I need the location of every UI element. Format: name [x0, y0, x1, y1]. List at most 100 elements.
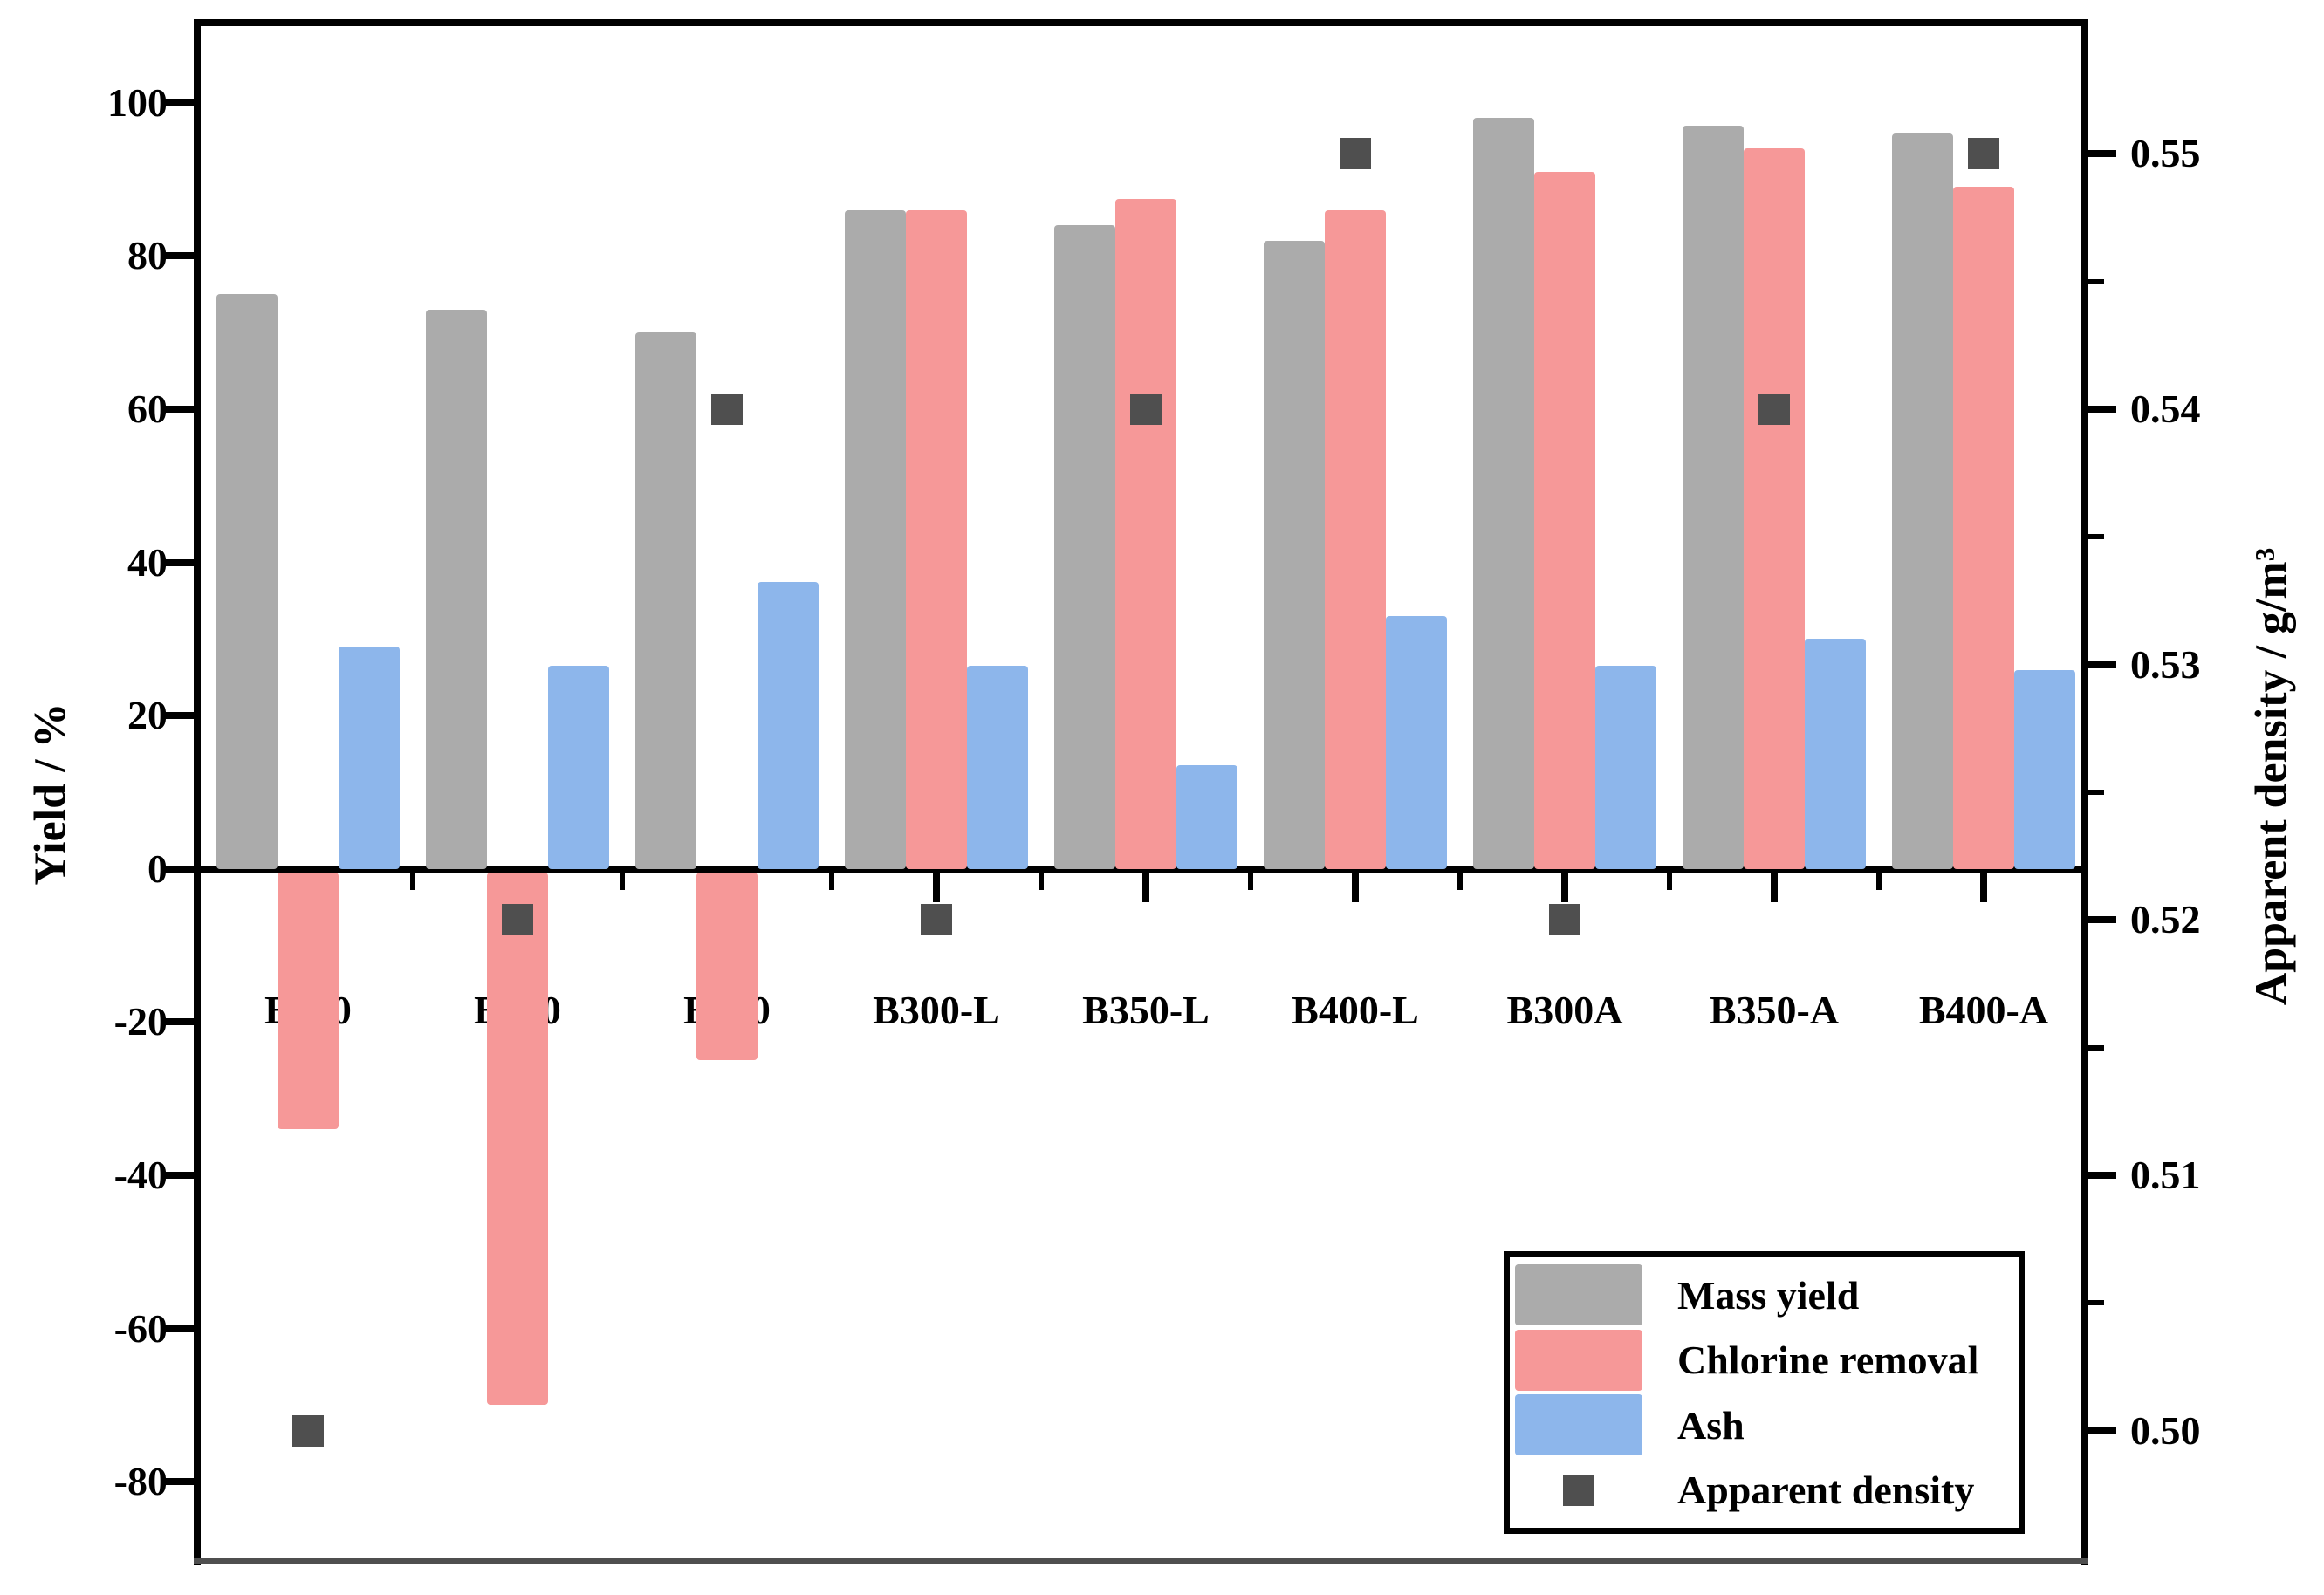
category-label: B300A: [1506, 987, 1623, 1032]
x-axis-major-tick: [1142, 872, 1149, 902]
right-axis-tick-label: 0.52: [2130, 897, 2201, 942]
right-axis-major-tick: [2088, 916, 2116, 924]
plot-frame-top: [194, 19, 2088, 26]
category-label: B400-L: [1292, 987, 1419, 1032]
legend-label-chlorine-removal: Chlorine removal: [1677, 1338, 1979, 1383]
right-axis-major-tick: [2088, 150, 2116, 158]
bar-mass-yield-B400-A: [1892, 133, 1953, 869]
right-axis-tick-label: 0.55: [2130, 131, 2201, 176]
marker-apparent-density-B400-L: [1340, 138, 1371, 170]
marker-apparent-density-B350: [502, 904, 533, 936]
left-axis-major-tick: [166, 712, 194, 720]
legend-swatch-chlorine-removal: [1515, 1329, 1642, 1391]
bar-mass-yield-B350-A: [1683, 126, 1744, 869]
y-axis-left: [194, 19, 201, 1565]
legend-item-mass-yield: Mass yield: [1510, 1263, 2019, 1327]
x-axis-minor-tick: [1876, 872, 1882, 890]
bar-ash-B400: [758, 581, 819, 869]
right-axis-tick-label: 0.53: [2130, 641, 2201, 687]
right-axis-major-tick: [2088, 1172, 2116, 1179]
legend-label-apparent-density: Apparent density: [1677, 1468, 1975, 1513]
left-axis-major-tick: [166, 252, 194, 260]
left-axis-tick-label: -20: [113, 999, 168, 1044]
bar-ash-B300-L: [967, 666, 1028, 869]
bar-chlorine-removal-B350: [487, 872, 548, 1406]
legend: Mass yield Chlorine removal Ash Apparent…: [1504, 1251, 2025, 1534]
x-axis-minor-tick: [1457, 872, 1463, 890]
legend-label-mass-yield: Mass yield: [1677, 1272, 1860, 1318]
bar-ash-B400-L: [1386, 616, 1447, 869]
right-axis-minor-tick: [2088, 534, 2104, 540]
left-axis-major-tick: [166, 865, 194, 873]
left-axis-major-tick: [166, 1018, 194, 1026]
x-axis-minor-tick: [1667, 872, 1672, 890]
marker-apparent-density-B350-A: [1758, 394, 1790, 425]
legend-item-chlorine-removal: Chlorine removal: [1510, 1328, 2019, 1392]
left-axis-tick-label: -40: [113, 1153, 168, 1197]
category-label: B400-A: [1918, 987, 2049, 1032]
legend-item-ash: Ash: [1510, 1393, 2019, 1457]
bar-chlorine-removal-B400-L: [1325, 209, 1386, 869]
category-label: B350-L: [1082, 987, 1210, 1032]
left-axis-major-tick: [166, 1172, 194, 1179]
left-axis-major-tick: [166, 99, 194, 106]
bar-chlorine-removal-B400-A: [1953, 187, 2014, 869]
x-axis-zero-line: [201, 865, 2081, 873]
x-axis-major-tick: [933, 872, 940, 902]
bar-mass-yield-B400-L: [1264, 240, 1325, 869]
right-axis-tick-label: 0.54: [2130, 387, 2201, 431]
right-axis-minor-tick: [2088, 278, 2104, 284]
x-axis-major-tick: [1352, 872, 1359, 902]
y-axis-right: [2081, 19, 2088, 1565]
bar-ash-B350-L: [1176, 765, 1237, 869]
bar-ash-B300A: [1595, 666, 1656, 869]
x-axis-minor-tick: [620, 872, 625, 890]
legend-item-apparent-density: Apparent density: [1510, 1458, 2019, 1522]
left-axis-tick-label: 20: [127, 693, 168, 738]
left-axis-tick-label: 60: [127, 387, 168, 431]
bar-chlorine-removal-B300A: [1534, 171, 1595, 869]
right-axis-major-tick: [2088, 406, 2116, 413]
bar-mass-yield-B300: [216, 294, 278, 869]
left-axis-tick-label: 100: [107, 79, 168, 125]
left-axis-tick-label: -80: [113, 1459, 168, 1504]
category-label: B300-L: [873, 987, 1000, 1032]
marker-apparent-density-B300: [292, 1414, 324, 1447]
right-axis-minor-tick: [2088, 1044, 2104, 1051]
left-axis-tick-label: 0: [147, 845, 168, 891]
bar-chlorine-removal-B350-A: [1744, 148, 1805, 869]
marker-apparent-density-B400: [711, 394, 743, 425]
x-axis-major-tick: [1771, 872, 1778, 902]
bar-ash-B350-A: [1805, 639, 1866, 869]
legend-label-ash: Ash: [1677, 1402, 1745, 1448]
bar-ash-B350: [548, 666, 609, 869]
bar-mass-yield-B350: [426, 309, 487, 869]
x-axis-minor-tick: [1248, 872, 1253, 890]
x-axis-major-tick: [1980, 872, 1987, 902]
right-axis-tick-label: 0.50: [2130, 1407, 2201, 1453]
left-axis-major-tick: [166, 558, 194, 566]
category-label: B350-A: [1709, 987, 1840, 1032]
bar-ash-B300: [339, 647, 400, 869]
bar-chlorine-removal-B400: [696, 872, 758, 1061]
marker-apparent-density-B400-A: [1968, 138, 1999, 170]
bar-chlorine-removal-B300: [278, 872, 339, 1130]
bar-ash-B400-A: [2014, 669, 2075, 869]
left-axis-major-tick: [166, 1325, 194, 1332]
bar-mass-yield-B350-L: [1054, 225, 1115, 869]
marker-apparent-density-B350-L: [1130, 394, 1162, 425]
bar-chlorine-removal-B300-L: [906, 209, 967, 869]
marker-apparent-density-B300-L: [921, 904, 952, 936]
left-axis-tick-label: -60: [113, 1305, 168, 1351]
bar-mass-yield-B300-L: [845, 209, 906, 869]
x-axis-major-tick: [1561, 872, 1568, 902]
x-axis-minor-tick: [1039, 872, 1044, 890]
right-axis-minor-tick: [2088, 1300, 2104, 1306]
legend-swatch-ash: [1515, 1394, 1642, 1456]
right-axis-minor-tick: [2088, 790, 2104, 795]
bar-mass-yield-B300A: [1473, 118, 1534, 869]
plot-area: Yield / % Apparent density / g/m³ 100 80 6…: [26, 19, 2297, 1565]
bar-chlorine-removal-B350-L: [1115, 198, 1176, 869]
plot-frame-bottom: [194, 1558, 2088, 1564]
legend-swatch-mass-yield: [1515, 1264, 1642, 1326]
